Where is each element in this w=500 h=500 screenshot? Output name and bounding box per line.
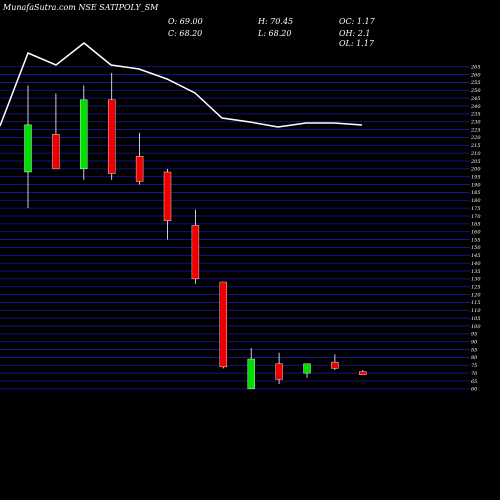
- candle: [219, 281, 228, 369]
- y-tick-label: 165: [471, 222, 481, 228]
- y-tick-label: 130: [471, 277, 481, 283]
- open-value: O: 69.00: [168, 17, 203, 26]
- y-tick-label: 250: [470, 88, 481, 94]
- y-tick-label: 195: [471, 175, 481, 181]
- y-tick-label: 175: [471, 206, 481, 212]
- y-tick-label: 85: [471, 347, 477, 353]
- candle: [135, 132, 144, 185]
- y-tick-label: 255: [470, 80, 481, 86]
- y-tick-label: 110: [471, 308, 481, 314]
- high-value: H: 70.45: [258, 17, 294, 26]
- candle-body: [219, 281, 228, 368]
- oh-value: OH: 2.1: [339, 29, 371, 38]
- y-tick-label: 145: [471, 253, 481, 259]
- y-tick-label: 100: [471, 324, 481, 330]
- y-tick-label: 210: [470, 151, 481, 157]
- y-tick-label: 75: [471, 363, 477, 369]
- candle-body: [107, 99, 116, 174]
- candle: [275, 352, 283, 385]
- y-tick-label: 240: [470, 104, 481, 110]
- candle: [163, 168, 172, 240]
- close-value: C: 68.20: [168, 29, 203, 38]
- candle-body: [80, 99, 88, 170]
- candle: [24, 85, 32, 209]
- candle: [247, 348, 255, 390]
- y-tick-label: 155: [471, 237, 481, 243]
- chart-title: MunafaSutra.com NSE SATIPOLY_SM: [3, 3, 159, 12]
- candle-body: [163, 171, 172, 221]
- y-tick-label: 205: [470, 159, 481, 165]
- y-tick-label: 105: [471, 316, 481, 322]
- candle-body: [135, 156, 144, 182]
- low-value: L: 68.20: [258, 29, 292, 38]
- y-tick-label: 260: [470, 72, 481, 78]
- y-tick-label: 245: [470, 96, 481, 102]
- candle: [359, 370, 367, 375]
- candles-layer: [24, 73, 367, 390]
- candle: [303, 363, 311, 378]
- y-tick-label: 225: [470, 127, 481, 133]
- y-tick-label: 220: [470, 135, 481, 141]
- grid-layer: [0, 66, 470, 390]
- candle-body: [303, 363, 311, 374]
- y-tick-label: 95: [471, 332, 477, 338]
- candle-body: [191, 225, 200, 280]
- y-tick-label: 135: [471, 269, 481, 275]
- y-tick-label: 180: [471, 198, 481, 204]
- candle-body: [24, 124, 32, 173]
- y-tick-label: 70: [471, 371, 478, 377]
- y-tick-label: 65: [471, 379, 477, 385]
- y-tick-label: 125: [471, 285, 481, 291]
- candle-body: [331, 361, 339, 369]
- y-tick-label: 120: [471, 292, 481, 298]
- y-tick-label: 60: [471, 387, 478, 393]
- y-tick-label: 170: [471, 214, 481, 220]
- candle-body: [247, 358, 255, 390]
- candle: [52, 93, 60, 170]
- candle: [191, 209, 200, 284]
- candle-body: [275, 363, 283, 380]
- candle: [331, 354, 339, 370]
- y-tick-label: 235: [470, 112, 481, 118]
- candle-body: [359, 371, 367, 375]
- y-tick-label: 215: [470, 143, 481, 149]
- oc-value: OC: 1.17: [339, 17, 375, 26]
- overlay-line: [0, 42, 363, 128]
- y-tick-label: 160: [471, 230, 481, 236]
- y-tick-label: 190: [471, 182, 481, 188]
- candle: [107, 73, 116, 180]
- y-tick-label: 230: [470, 120, 481, 126]
- candle-body: [52, 134, 60, 170]
- y-tick-label: 265: [470, 65, 481, 71]
- y-tick-label: 90: [471, 340, 478, 346]
- y-tick-label: 140: [471, 261, 481, 267]
- y-tick-label: 115: [471, 300, 481, 306]
- y-tick-label: 200: [470, 167, 481, 173]
- ol-value: OL: 1.17: [339, 39, 374, 48]
- y-tick-label: 185: [471, 190, 481, 196]
- candle: [80, 85, 88, 180]
- y-tick-label: 80: [471, 355, 478, 361]
- y-tick-label: 150: [471, 245, 481, 251]
